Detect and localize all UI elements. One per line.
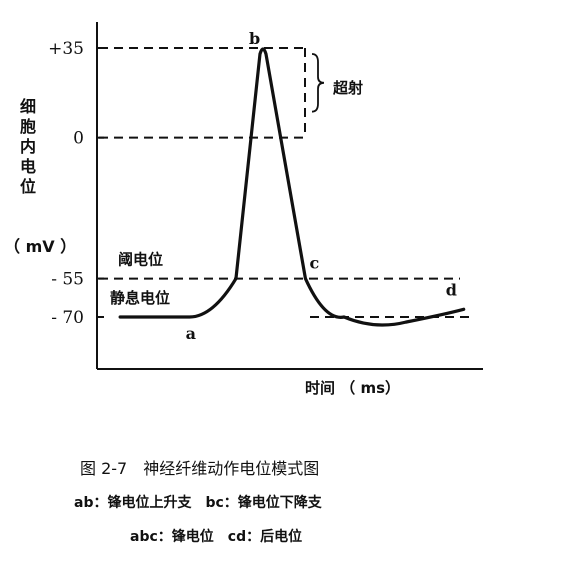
- y-axis-label-char-2: 内: [20, 137, 36, 156]
- overshoot-brace: [311, 53, 325, 113]
- x-axis-label: 时间 （ ms）: [305, 379, 400, 397]
- y-axis-unit: （ mV ）: [4, 237, 76, 256]
- guide-lines: [99, 47, 470, 318]
- overshoot-label: 超射: [332, 79, 363, 97]
- y-tick-label-3: - 70: [51, 308, 84, 328]
- point-label-b: b: [249, 29, 260, 48]
- point-label-a: a: [186, 324, 196, 343]
- figure-caption-title: 图 2-7 神经纤维动作电位模式图: [80, 459, 320, 478]
- y-tick-label-1: 0: [73, 129, 84, 149]
- point-label-c: c: [309, 254, 319, 273]
- point-label-d: d: [446, 280, 457, 299]
- resting-potential-label: 静息电位: [110, 289, 170, 307]
- y-axis-label-char-3: 电: [20, 157, 36, 176]
- y-axis-label-char-1: 胞: [19, 117, 36, 136]
- y-axis-label-char-4: 位: [20, 177, 36, 196]
- curve-layer: [118, 47, 466, 327]
- threshold-label: 阈电位: [118, 251, 163, 269]
- figure-caption-line2: abc：锋电位 cd：后电位: [130, 529, 303, 545]
- y-tick-label-2: - 55: [51, 270, 84, 290]
- y-axis-label-char-0: 细: [20, 97, 36, 116]
- figure-caption-line1: ab：锋电位上升支 bc：锋电位下降支: [74, 495, 322, 511]
- action-potential-curve: [118, 47, 466, 327]
- y-tick-label-0: +35: [48, 39, 84, 59]
